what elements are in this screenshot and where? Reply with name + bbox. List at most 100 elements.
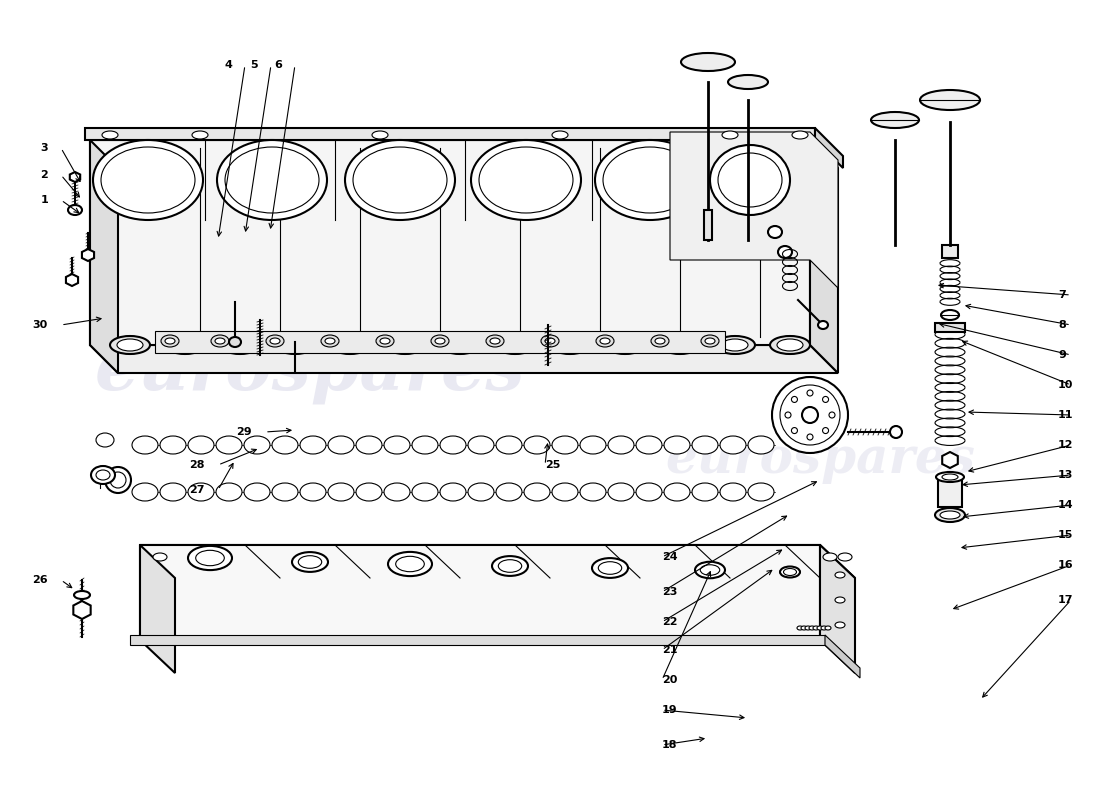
Ellipse shape: [792, 131, 808, 139]
Ellipse shape: [748, 483, 774, 501]
Ellipse shape: [495, 336, 535, 354]
Ellipse shape: [552, 131, 568, 139]
Ellipse shape: [664, 436, 690, 454]
Ellipse shape: [104, 467, 131, 493]
Ellipse shape: [823, 427, 828, 434]
Ellipse shape: [596, 335, 614, 347]
Ellipse shape: [110, 336, 150, 354]
Ellipse shape: [681, 53, 735, 71]
Ellipse shape: [96, 470, 110, 480]
Ellipse shape: [552, 483, 578, 501]
Ellipse shape: [664, 483, 690, 501]
Ellipse shape: [942, 474, 958, 480]
Polygon shape: [85, 128, 815, 140]
Ellipse shape: [541, 335, 559, 347]
Ellipse shape: [211, 335, 229, 347]
Ellipse shape: [805, 626, 811, 630]
Polygon shape: [810, 140, 838, 373]
Ellipse shape: [608, 483, 634, 501]
Ellipse shape: [550, 336, 590, 354]
Ellipse shape: [68, 205, 82, 215]
Ellipse shape: [936, 472, 964, 482]
Ellipse shape: [244, 483, 270, 501]
Text: 21: 21: [662, 645, 678, 655]
Ellipse shape: [165, 338, 175, 344]
Text: 28: 28: [189, 460, 205, 470]
Ellipse shape: [388, 552, 432, 576]
Ellipse shape: [600, 338, 610, 344]
Ellipse shape: [478, 147, 573, 213]
Polygon shape: [140, 545, 175, 673]
Text: 14: 14: [1058, 500, 1074, 510]
Polygon shape: [90, 345, 838, 373]
Text: eurospares: eurospares: [95, 336, 526, 404]
Text: 30: 30: [33, 320, 48, 330]
Ellipse shape: [298, 556, 321, 568]
Ellipse shape: [768, 226, 782, 238]
Ellipse shape: [780, 385, 840, 445]
Ellipse shape: [871, 112, 918, 128]
Polygon shape: [825, 635, 860, 678]
Ellipse shape: [940, 310, 959, 320]
Ellipse shape: [692, 483, 718, 501]
Ellipse shape: [835, 572, 845, 578]
Ellipse shape: [802, 407, 818, 423]
Ellipse shape: [791, 397, 798, 402]
Ellipse shape: [102, 131, 118, 139]
Text: 7: 7: [1058, 290, 1066, 300]
Ellipse shape: [94, 140, 204, 220]
Ellipse shape: [710, 145, 790, 215]
Ellipse shape: [605, 336, 645, 354]
Ellipse shape: [492, 556, 528, 576]
Ellipse shape: [502, 339, 528, 351]
Ellipse shape: [74, 591, 90, 599]
Ellipse shape: [720, 436, 746, 454]
Ellipse shape: [434, 338, 446, 344]
Ellipse shape: [227, 339, 253, 351]
Ellipse shape: [160, 436, 186, 454]
Text: 19: 19: [662, 705, 678, 715]
Text: 6: 6: [274, 60, 282, 70]
Ellipse shape: [651, 335, 669, 347]
Ellipse shape: [498, 560, 521, 572]
Ellipse shape: [161, 335, 179, 347]
Ellipse shape: [808, 626, 815, 630]
Ellipse shape: [636, 483, 662, 501]
Text: 1: 1: [41, 195, 48, 205]
Ellipse shape: [244, 436, 270, 454]
Ellipse shape: [384, 483, 410, 501]
Ellipse shape: [431, 335, 449, 347]
Text: 13: 13: [1058, 470, 1074, 480]
Ellipse shape: [701, 335, 719, 347]
Ellipse shape: [110, 472, 126, 488]
Ellipse shape: [396, 556, 425, 572]
Ellipse shape: [216, 436, 242, 454]
Ellipse shape: [328, 436, 354, 454]
Ellipse shape: [821, 626, 827, 630]
Ellipse shape: [823, 553, 837, 561]
Polygon shape: [140, 545, 855, 578]
Ellipse shape: [823, 397, 828, 402]
Text: 24: 24: [662, 552, 678, 562]
Ellipse shape: [337, 339, 363, 351]
Ellipse shape: [220, 336, 260, 354]
Ellipse shape: [818, 321, 828, 329]
Ellipse shape: [117, 339, 143, 351]
Polygon shape: [140, 545, 820, 640]
Bar: [935, 323, 965, 332]
Polygon shape: [90, 140, 118, 373]
Text: eurospares: eurospares: [666, 435, 975, 485]
Ellipse shape: [813, 626, 820, 630]
Polygon shape: [90, 140, 810, 345]
Ellipse shape: [807, 390, 813, 396]
Ellipse shape: [440, 336, 480, 354]
Ellipse shape: [722, 339, 748, 351]
Ellipse shape: [160, 483, 186, 501]
Text: 3: 3: [41, 143, 48, 153]
Ellipse shape: [275, 336, 315, 354]
Ellipse shape: [692, 436, 718, 454]
Ellipse shape: [229, 337, 241, 347]
Ellipse shape: [791, 427, 798, 434]
Ellipse shape: [412, 483, 438, 501]
Ellipse shape: [654, 338, 666, 344]
